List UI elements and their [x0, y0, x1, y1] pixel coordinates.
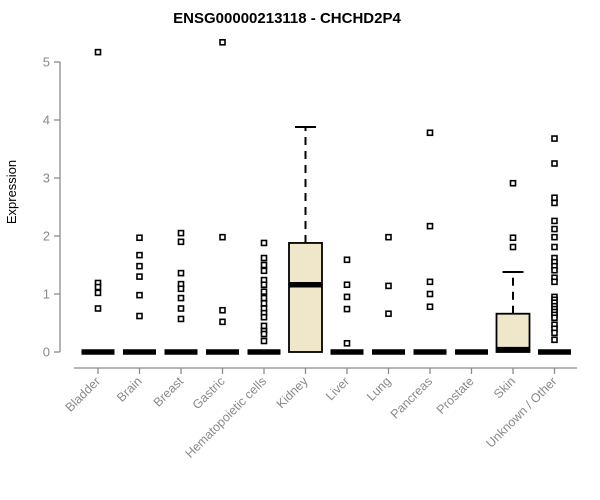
outlier-point-unknown-other [551, 217, 558, 225]
outlier-point-unknown-other [551, 243, 558, 251]
outlier-point-hematopoietic-cells [260, 239, 268, 247]
x-tick-label-gastric: Gastric [190, 374, 228, 412]
outlier-point-bladder [94, 48, 102, 56]
outlier-point-bladder [94, 283, 102, 291]
y-axis-label: Expression [4, 160, 19, 224]
outlier-point-liver [343, 305, 351, 313]
outlier-point-liver [343, 339, 351, 347]
outlier-point-gastric [219, 318, 226, 326]
outlier-point-breast [177, 315, 185, 323]
x-tick-label-breast: Breast [151, 374, 187, 410]
x-tick-label-bladder: Bladder [63, 374, 103, 414]
chart-title: ENSG00000213118 - CHCHD2P4 [173, 10, 401, 27]
outlier-point-unknown-other [551, 225, 558, 233]
outlier-point-pancreas [426, 290, 434, 298]
x-tick-label-brain: Brain [114, 374, 145, 405]
outlier-point-lung [385, 282, 392, 290]
outlier-point-pancreas [426, 222, 434, 230]
outlier-point-bladder [94, 289, 102, 297]
outlier-point-brain [136, 262, 143, 270]
outlier-point-unknown-other [551, 278, 558, 286]
y-tick-label: 4 [43, 113, 50, 128]
x-tick-label-hematopoietic-cells: Hematopoietic cells [183, 374, 270, 461]
y-tick-label: 1 [43, 287, 50, 302]
outlier-point-brain [136, 273, 143, 280]
outlier-point-pancreas [426, 278, 434, 286]
outlier-point-unknown-other [551, 266, 558, 274]
outlier-point-pancreas [426, 303, 434, 311]
x-tick-label-liver: Liver [323, 374, 352, 403]
outlier-point-lung [385, 310, 392, 318]
outlier-point-breast [177, 229, 185, 237]
outlier-point-skin [509, 234, 517, 242]
box-skin [495, 312, 531, 353]
outlier-point-hematopoietic-cells [260, 322, 268, 330]
outlier-point-liver [343, 256, 351, 264]
outlier-point-skin [509, 179, 517, 187]
x-tick-label-skin: Skin [491, 374, 518, 401]
outlier-point-liver [343, 281, 351, 289]
outlier-point-brain [136, 251, 143, 259]
outlier-point-unknown-other [551, 194, 558, 202]
outlier-point-hematopoietic-cells [260, 337, 268, 345]
outlier-point-breast [177, 305, 185, 312]
x-tick-label-unknown-other: Unknown / Other [483, 374, 559, 450]
x-tick-label-lung: Lung [364, 374, 394, 404]
x-tick-label-pancreas: Pancreas [388, 374, 435, 421]
outlier-point-bladder [94, 305, 102, 312]
outlier-point-hematopoietic-cells [260, 313, 268, 321]
outlier-point-breast [177, 285, 185, 293]
outlier-point-unknown-other [551, 199, 558, 207]
outlier-point-unknown-other [551, 135, 558, 142]
x-tick-label-kidney: Kidney [274, 374, 311, 411]
outlier-point-pancreas [426, 129, 434, 137]
y-tick-label: 3 [43, 171, 50, 186]
outlier-point-hematopoietic-cells [260, 294, 268, 302]
outlier-point-lung [385, 233, 392, 241]
plot-area: 0 1 2 3 4 5 Bladder Brain Breast GastricHematopoi… [43, 38, 577, 461]
outlier-point-skin [509, 243, 517, 251]
outlier-point-unknown-other [551, 329, 558, 337]
outlier-point-brain [136, 291, 143, 299]
outlier-point-unknown-other [551, 314, 558, 322]
outlier-point-hematopoietic-cells [260, 267, 268, 275]
outlier-point-hematopoietic-cells [260, 261, 268, 269]
outlier-point-brain [136, 312, 143, 320]
y-tick-label: 2 [43, 229, 50, 244]
outlier-point-gastric [219, 38, 226, 46]
outlier-point-breast [177, 269, 185, 277]
outlier-point-breast [177, 294, 185, 302]
y-tick-label: 5 [43, 55, 50, 70]
y-tick-label: 0 [43, 345, 50, 360]
outlier-point-hematopoietic-cells [260, 330, 268, 338]
outlier-point-hematopoietic-cells [260, 299, 268, 307]
outlier-point-unknown-other [551, 160, 558, 167]
outlier-point-hematopoietic-cells [260, 254, 268, 262]
outlier-point-hematopoietic-cells [260, 281, 268, 289]
outlier-point-breast [177, 238, 185, 246]
outlier-point-gastric [219, 233, 226, 241]
outlier-point-brain [136, 234, 143, 242]
x-tick-label-prostate: Prostate [434, 374, 477, 417]
outlier-point-hematopoietic-cells [260, 288, 268, 295]
outlier-point-unknown-other [551, 233, 558, 241]
outlier-point-unknown-other [551, 336, 558, 344]
box-kidney [288, 242, 323, 353]
outlier-point-gastric [219, 306, 226, 314]
outlier-point-liver [343, 293, 351, 301]
